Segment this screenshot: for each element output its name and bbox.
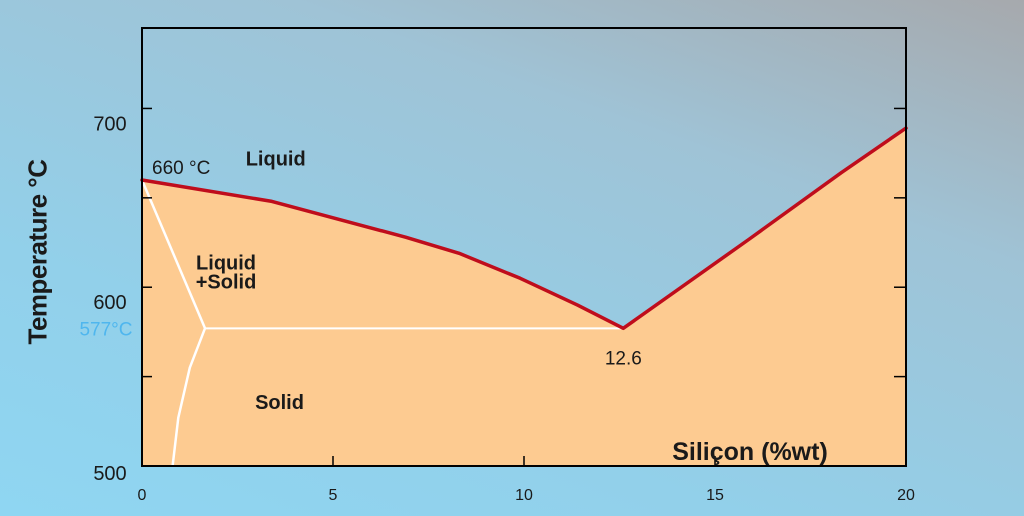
x-tick-label: 5 [329,487,338,504]
region-label: Liquid +Solid [196,252,257,293]
region-label-line: Liquid [246,149,306,171]
x-tick-label: 10 [515,487,533,504]
x-axis-label: Siliçon (%wt) [672,438,828,466]
eutectic-temperature-label: 577°C [79,319,132,340]
region-label-line: Liquid [196,252,256,274]
y-tick-label: 600 [93,292,126,314]
region-label: Liquid [246,149,306,171]
solid-region-fill [142,128,906,466]
solvus-line [140,179,207,467]
y-axis-label: Temperature °C [22,159,53,345]
x-tick-label: 15 [706,487,724,504]
y-tick-label: 700 [93,113,126,135]
x-tick-label: 0 [138,487,147,504]
region-label: Solid [255,392,304,414]
region-label-line: Solid [255,392,304,414]
melting-point-label: 660 °C [152,158,210,179]
x-tick-label: 20 [897,487,915,504]
eutectic-composition-label: 12.6 [605,348,642,369]
y-tick-label: 500 [93,463,126,485]
region-label-line: +Solid [196,271,257,293]
liquidus-line [140,126,908,331]
